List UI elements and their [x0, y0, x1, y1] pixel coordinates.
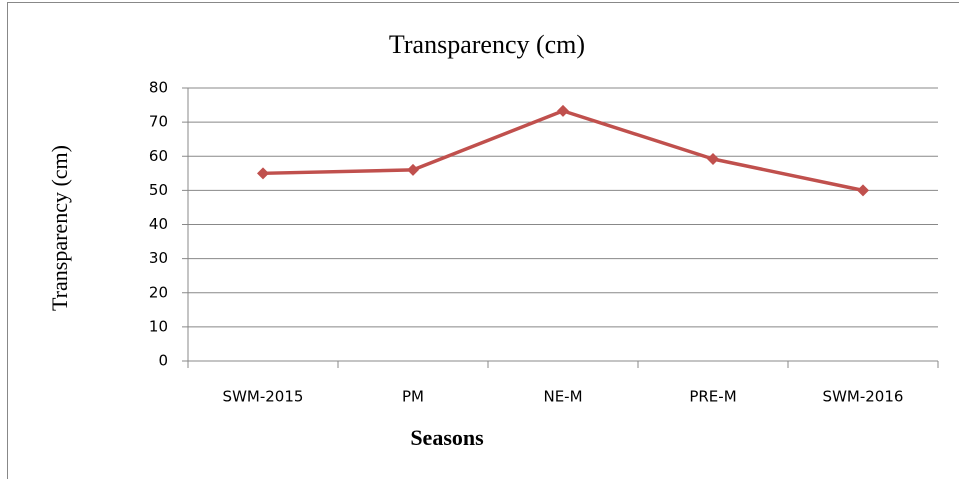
y-tick-label: 70: [149, 113, 168, 131]
y-tick-label: 40: [149, 215, 168, 233]
y-tick-label: 0: [158, 352, 168, 370]
chart-title: Transparency (cm): [389, 30, 585, 59]
y-tick-label: 80: [149, 79, 168, 97]
y-tick-label: 60: [149, 147, 168, 165]
x-tick-label: PRE-M: [689, 388, 736, 406]
x-axis-label: Seasons: [410, 425, 484, 450]
y-axis-label: Transparency (cm): [47, 145, 72, 311]
data-marker: [407, 163, 419, 176]
chart-frame: [7, 2, 959, 479]
y-tick-label: 10: [149, 317, 168, 335]
data-marker: [707, 152, 719, 165]
data-marker: [257, 167, 269, 180]
y-tick-label: 20: [149, 283, 168, 301]
data-marker: [557, 104, 569, 117]
y-tick-label: 50: [149, 181, 168, 199]
y-tick-label: 30: [149, 249, 168, 267]
x-tick-label: SWM-2016: [823, 388, 904, 406]
x-tick-label: PM: [402, 388, 424, 406]
x-tick-label: NE-M: [543, 388, 582, 406]
x-tick-label: SWM-2015: [223, 388, 304, 406]
data-marker: [857, 184, 869, 197]
